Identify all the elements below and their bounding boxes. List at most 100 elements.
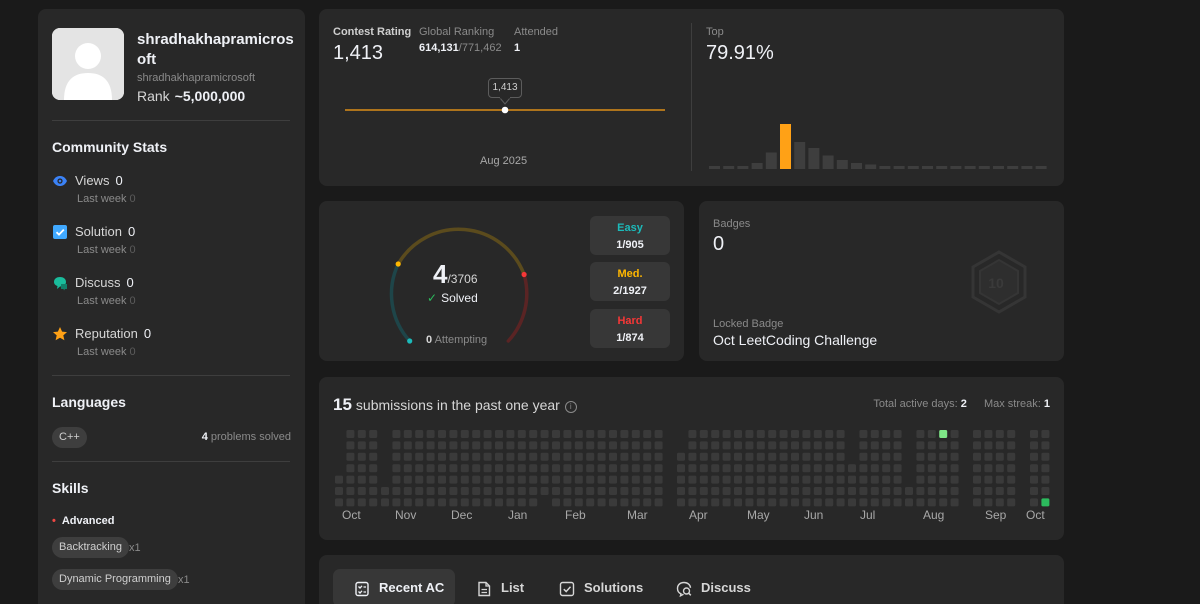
heatmap-cell[interactable]	[495, 430, 503, 438]
heatmap-cell[interactable]	[643, 498, 652, 507]
heatmap-cell[interactable]	[813, 430, 822, 438]
heatmap-cell[interactable]	[335, 487, 343, 495]
heatmap-cell[interactable]	[654, 441, 663, 450]
heatmap-cell[interactable]	[927, 452, 936, 461]
heatmap-cell[interactable]	[870, 464, 879, 473]
heatmap-cell[interactable]	[540, 464, 549, 473]
heatmap-cell[interactable]	[973, 498, 981, 507]
heatmap-cell[interactable]	[699, 430, 708, 438]
heatmap-cell[interactable]	[745, 430, 754, 438]
heatmap-cell-active[interactable]	[939, 430, 948, 438]
heatmap-cell[interactable]	[882, 487, 891, 495]
heatmap-cell[interactable]	[392, 475, 401, 484]
heatmap-cell[interactable]	[357, 475, 366, 484]
heatmap-cell[interactable]	[415, 441, 424, 450]
heatmap-cell[interactable]	[791, 441, 799, 450]
heatmap-cell[interactable]	[734, 498, 742, 507]
histogram-bar[interactable]	[1021, 166, 1033, 169]
heatmap-cell[interactable]	[825, 441, 834, 450]
heatmap-cell[interactable]	[802, 452, 811, 461]
heatmap-cell[interactable]	[438, 430, 446, 438]
heatmap-cell[interactable]	[756, 441, 765, 450]
heatmap-cell[interactable]	[517, 464, 526, 473]
heatmap-cell[interactable]	[1041, 464, 1050, 473]
heatmap-cell[interactable]	[392, 464, 401, 473]
heatmap-cell[interactable]	[1041, 487, 1050, 495]
heatmap-cell[interactable]	[392, 498, 401, 507]
heatmap-cell[interactable]	[620, 498, 629, 507]
heatmap-cell[interactable]	[460, 464, 469, 473]
heatmap-cell[interactable]	[369, 498, 378, 507]
heatmap-cell[interactable]	[529, 487, 538, 495]
heatmap-cell[interactable]	[643, 441, 652, 450]
heatmap-cell[interactable]	[552, 452, 560, 461]
heatmap-cell[interactable]	[893, 430, 902, 438]
heatmap-cell[interactable]	[415, 498, 424, 507]
heatmap-cell[interactable]	[552, 441, 560, 450]
heatmap-cell[interactable]	[768, 430, 777, 438]
heatmap-cell[interactable]	[631, 452, 640, 461]
heatmap-cell[interactable]	[346, 452, 355, 461]
heatmap-cell[interactable]	[495, 487, 503, 495]
heatmap-cell[interactable]	[927, 498, 936, 507]
heatmap-cell[interactable]	[1007, 441, 1016, 450]
heatmap-cell[interactable]	[574, 441, 583, 450]
heatmap-cell[interactable]	[529, 430, 538, 438]
heatmap-cell[interactable]	[609, 452, 617, 461]
heatmap-cell[interactable]	[438, 452, 446, 461]
heatmap-cell[interactable]	[643, 464, 652, 473]
heatmap-cell[interactable]	[552, 475, 560, 484]
heatmap-cell[interactable]	[552, 487, 560, 495]
solved-progress-ring[interactable]	[379, 214, 609, 354]
heatmap-cell[interactable]	[688, 464, 697, 473]
heatmap-cell[interactable]	[779, 487, 788, 495]
heatmap-cell[interactable]	[791, 498, 799, 507]
heatmap-cell[interactable]	[1007, 475, 1016, 484]
heatmap-cell[interactable]	[597, 487, 606, 495]
heatmap-cell[interactable]	[620, 430, 629, 438]
heatmap-cell[interactable]	[893, 487, 902, 495]
heatmap-cell[interactable]	[426, 452, 435, 461]
heatmap-cell[interactable]	[756, 487, 765, 495]
heatmap-cell[interactable]	[791, 464, 799, 473]
heatmap-cell[interactable]	[631, 464, 640, 473]
heatmap-cell[interactable]	[939, 487, 948, 495]
heatmap-cell[interactable]	[973, 430, 981, 438]
heatmap-cell[interactable]	[357, 498, 366, 507]
heatmap-cell[interactable]	[369, 430, 378, 438]
heatmap-cell[interactable]	[711, 487, 720, 495]
heatmap-cell[interactable]	[472, 452, 481, 461]
heatmap-cell[interactable]	[654, 464, 663, 473]
heatmap-cell[interactable]	[381, 498, 389, 507]
heatmap-cell[interactable]	[415, 430, 424, 438]
heatmap-cell[interactable]	[369, 452, 378, 461]
heatmap-cell[interactable]	[973, 464, 981, 473]
heatmap-cell[interactable]	[916, 452, 925, 461]
difficulty-medium[interactable]: Med. 2/1927	[590, 262, 670, 301]
heatmap-cell[interactable]	[699, 498, 708, 507]
heatmap-cell[interactable]	[779, 430, 788, 438]
heatmap-cell[interactable]	[357, 487, 366, 495]
heatmap-cell[interactable]	[586, 441, 595, 450]
heatmap-cell[interactable]	[848, 475, 856, 484]
heatmap-cell[interactable]	[859, 430, 868, 438]
heatmap-cell[interactable]	[802, 475, 811, 484]
heatmap-cell[interactable]	[825, 475, 834, 484]
heatmap-cell[interactable]	[403, 498, 412, 507]
heatmap-cell[interactable]	[620, 464, 629, 473]
heatmap-cell[interactable]	[369, 441, 378, 450]
heatmap-cell[interactable]	[506, 498, 515, 507]
heatmap-cell[interactable]	[609, 441, 617, 450]
heatmap-cell[interactable]	[586, 475, 595, 484]
heatmap-cell[interactable]	[540, 487, 549, 495]
heatmap-cell[interactable]	[791, 430, 799, 438]
heatmap-cell[interactable]	[745, 464, 754, 473]
heatmap-cell[interactable]	[688, 441, 697, 450]
heatmap-cell[interactable]	[836, 430, 845, 438]
histogram-bar[interactable]	[893, 166, 905, 169]
heatmap-cell[interactable]	[791, 487, 799, 495]
heatmap-cell[interactable]	[540, 452, 549, 461]
heatmap-cell[interactable]	[734, 452, 742, 461]
heatmap-cell[interactable]	[813, 441, 822, 450]
heatmap-cell[interactable]	[870, 441, 879, 450]
